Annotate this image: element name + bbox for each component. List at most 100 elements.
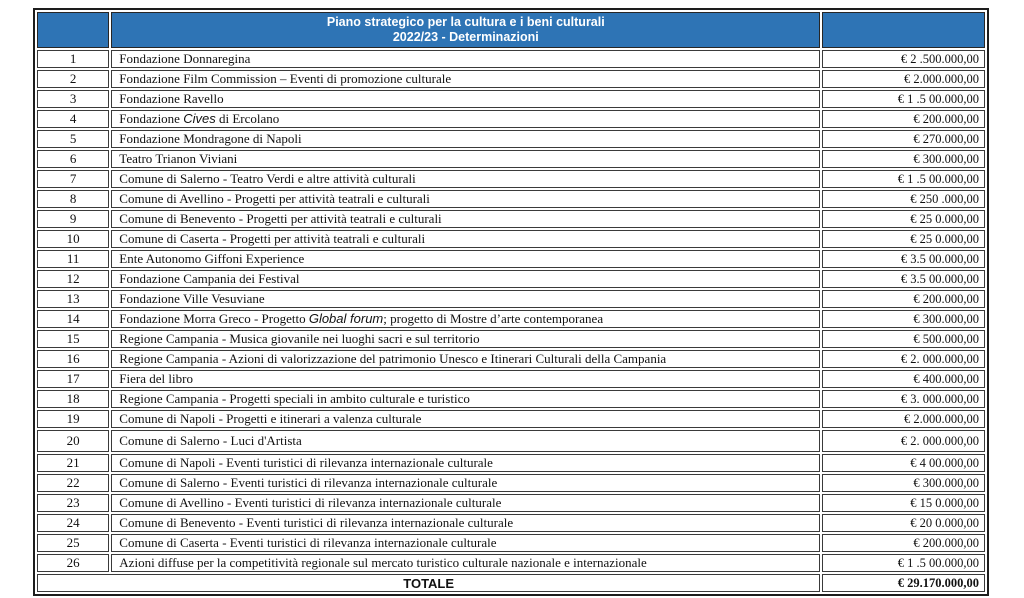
- row-description-cell: Comune di Napoli - Progetti e itinerari …: [111, 410, 821, 428]
- table-row: 19 Comune di Napoli - Progetti e itinerar…: [37, 410, 985, 428]
- table-row: 16 Regione Campania - Azioni di valorizza…: [37, 350, 985, 368]
- table-row: 8 Comune di Avellino - Progetti per attiv…: [37, 190, 985, 208]
- description-text: Comune di Caserta - Eventi turistici di …: [119, 535, 497, 550]
- description-text: Fiera del libro: [119, 371, 193, 386]
- row-number-cell: 14: [37, 310, 110, 328]
- row-amount-cell: € 2. 000.000,00: [822, 430, 985, 452]
- table-row: 17 Fiera del libro € 400.000,00: [37, 370, 985, 388]
- table-row: 26 Azioni diffuse per la competitività re…: [37, 554, 985, 572]
- row-amount-cell: € 200.000,00: [822, 110, 985, 128]
- description-text: di Ercolano: [215, 111, 280, 126]
- description-text: Fondazione Ville Vesuviane: [119, 291, 265, 306]
- table-row: 12 Fondazione Campania dei Festival € 3.5 …: [37, 270, 985, 288]
- header-amount-cell: [822, 12, 985, 48]
- description-text: Comune di Benevento - Progetti per attiv…: [119, 211, 442, 226]
- row-description-cell: Comune di Salerno - Teatro Verdi e altre…: [111, 170, 821, 188]
- table-row: 11 Ente Autonomo Giffoni Experience € 3.5 …: [37, 250, 985, 268]
- row-number-cell: 25: [37, 534, 110, 552]
- description-text: Fondazione Ravello: [119, 91, 224, 106]
- row-description-cell: Comune di Avellino - Eventi turistici di…: [111, 494, 821, 512]
- description-text: Comune di Salerno - Teatro Verdi e altre…: [119, 171, 416, 186]
- row-number-cell: 24: [37, 514, 110, 532]
- table-row: 3 Fondazione Ravello € 1 .5 00.000,00: [37, 90, 985, 108]
- row-description-cell: Regione Campania - Azioni di valorizzazi…: [111, 350, 821, 368]
- table-body: 1 Fondazione Donnaregina € 2 .500.000,00 2 F…: [37, 50, 985, 572]
- description-text: Regione Campania - Progetti speciali in …: [119, 391, 470, 406]
- row-description-cell: Fondazione Film Commission – Eventi di p…: [111, 70, 821, 88]
- row-number-cell: 5: [37, 130, 110, 148]
- row-number-cell: 3: [37, 90, 110, 108]
- row-amount-cell: € 3.5 00.000,00: [822, 270, 985, 288]
- row-description-cell: Comune di Caserta - Eventi turistici di …: [111, 534, 821, 552]
- table-row: 25 Comune di Caserta - Eventi turistici d…: [37, 534, 985, 552]
- row-number-cell: 13: [37, 290, 110, 308]
- total-amount: € 29.170.000,00: [822, 574, 985, 592]
- row-number-cell: 19: [37, 410, 110, 428]
- description-text: Fondazione Mondragone di Napoli: [119, 131, 302, 146]
- description-text: Regione Campania - Azioni di valorizzazi…: [119, 351, 667, 366]
- row-amount-cell: € 200.000,00: [822, 290, 985, 308]
- header-row: Piano strategico per la cultura e i beni…: [37, 12, 985, 48]
- row-amount-cell: € 20 0.000,00: [822, 514, 985, 532]
- row-amount-cell: € 2.000.000,00: [822, 410, 985, 428]
- row-amount-cell: € 200.000,00: [822, 534, 985, 552]
- row-description-cell: Comune di Caserta - Progetti per attivit…: [111, 230, 821, 248]
- document-table: Piano strategico per la cultura e i beni…: [33, 8, 989, 596]
- description-text: Cives: [183, 111, 216, 126]
- row-description-cell: Regione Campania - Progetti speciali in …: [111, 390, 821, 408]
- row-description-cell: Comune di Salerno - Eventi turistici di …: [111, 474, 821, 492]
- row-description-cell: Fondazione Campania dei Festival: [111, 270, 821, 288]
- description-text: Regione Campania - Musica giovanile nei …: [119, 331, 480, 346]
- description-text: Comune di Salerno - Eventi turistici di …: [119, 475, 498, 490]
- row-description-cell: Comune di Napoli - Eventi turistici di r…: [111, 454, 821, 472]
- row-description-cell: Comune di Salerno - Luci d'Artista: [111, 430, 821, 452]
- row-description-cell: Fondazione Ravello: [111, 90, 821, 108]
- row-description-cell: Fondazione Cives di Ercolano: [111, 110, 821, 128]
- table-row: 22 Comune di Salerno - Eventi turistici d…: [37, 474, 985, 492]
- row-number-cell: 16: [37, 350, 110, 368]
- row-number-cell: 9: [37, 210, 110, 228]
- description-text: Comune di Benevento - Eventi turistici d…: [119, 515, 514, 530]
- table-row: 1 Fondazione Donnaregina € 2 .500.000,00: [37, 50, 985, 68]
- row-number-cell: 20: [37, 430, 110, 452]
- description-text: Fondazione Campania dei Festival: [119, 271, 300, 286]
- row-description-cell: Fondazione Ville Vesuviane: [111, 290, 821, 308]
- table-row: 7 Comune di Salerno - Teatro Verdi e altr…: [37, 170, 985, 188]
- row-number-cell: 21: [37, 454, 110, 472]
- row-number-cell: 17: [37, 370, 110, 388]
- row-number-cell: 26: [37, 554, 110, 572]
- row-amount-cell: € 250 .000,00: [822, 190, 985, 208]
- row-amount-cell: € 300.000,00: [822, 310, 985, 328]
- table-row: 14 Fondazione Morra Greco - Progetto Glob…: [37, 310, 985, 328]
- table-row: 5 Fondazione Mondragone di Napoli € 270.00…: [37, 130, 985, 148]
- row-amount-cell: € 300.000,00: [822, 150, 985, 168]
- row-description-cell: Fondazione Morra Greco - Progetto Global…: [111, 310, 821, 328]
- row-amount-cell: € 4 00.000,00: [822, 454, 985, 472]
- row-amount-cell: € 1 .5 00.000,00: [822, 90, 985, 108]
- table-row: 6 Teatro Trianon Viviani € 300.000,00: [37, 150, 985, 168]
- table-footer: TOTALE € 29.170.000,00: [37, 574, 985, 592]
- row-amount-cell: € 3. 000.000,00: [822, 390, 985, 408]
- description-text: Global forum: [308, 311, 384, 326]
- row-number-cell: 1: [37, 50, 110, 68]
- description-text: Comune di Avellino - Eventi turistici di…: [119, 495, 502, 510]
- table-row: 24 Comune di Benevento - Eventi turistici…: [37, 514, 985, 532]
- header-number-cell: [37, 12, 110, 48]
- row-number-cell: 11: [37, 250, 110, 268]
- table-row: 2 Fondazione Film Commission – Eventi di …: [37, 70, 985, 88]
- row-number-cell: 10: [37, 230, 110, 248]
- total-label: TOTALE: [37, 574, 821, 592]
- row-amount-cell: € 25 0.000,00: [822, 210, 985, 228]
- row-description-cell: Teatro Trianon Viviani: [111, 150, 821, 168]
- row-description-cell: Comune di Avellino - Progetti per attivi…: [111, 190, 821, 208]
- description-text: Comune di Napoli - Progetti e itinerari …: [119, 411, 422, 426]
- table-row: 10 Comune di Caserta - Progetti per attiv…: [37, 230, 985, 248]
- description-text: Fondazione Morra Greco - Progetto: [119, 311, 309, 326]
- row-amount-cell: € 2 .500.000,00: [822, 50, 985, 68]
- row-number-cell: 7: [37, 170, 110, 188]
- header-title-line2: 2022/23 - Determinazioni: [392, 30, 539, 44]
- row-amount-cell: € 2. 000.000,00: [822, 350, 985, 368]
- row-amount-cell: € 1 .5 00.000,00: [822, 554, 985, 572]
- row-number-cell: 18: [37, 390, 110, 408]
- row-amount-cell: € 500.000,00: [822, 330, 985, 348]
